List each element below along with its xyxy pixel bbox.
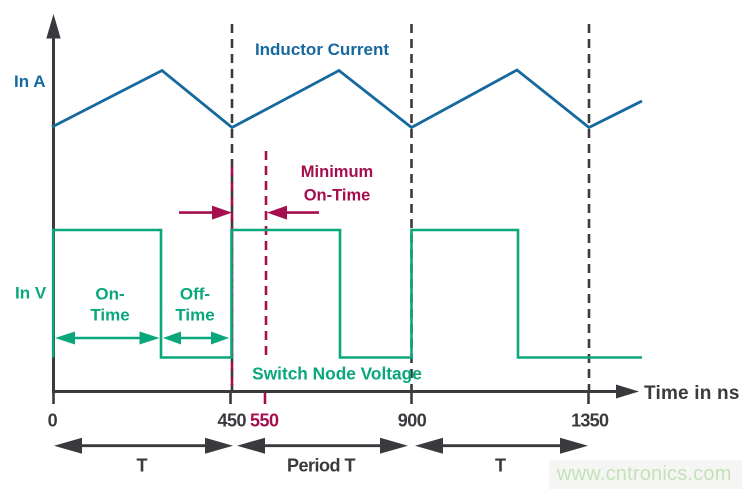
svg-text:T: T [137, 456, 148, 476]
svg-text:In V: In V [15, 284, 47, 303]
svg-text:0: 0 [48, 411, 58, 431]
svg-text:Time in ns: Time in ns [644, 383, 740, 404]
svg-text:Off-: Off- [180, 285, 210, 304]
svg-text:550: 550 [250, 411, 279, 431]
svg-text:On-Time: On-Time [304, 187, 371, 205]
svg-text:Period T: Period T [287, 456, 356, 476]
svg-text:In A: In A [14, 72, 45, 91]
svg-text:Minimum: Minimum [301, 163, 373, 181]
svg-text:On-: On- [95, 285, 124, 304]
svg-text:Inductor Current: Inductor Current [255, 40, 389, 59]
svg-text:T: T [495, 456, 506, 476]
svg-text:1350: 1350 [571, 411, 609, 431]
svg-text:www.cntronics.com: www.cntronics.com [556, 463, 732, 485]
svg-text:Switch Node Voltage: Switch Node Voltage [252, 364, 422, 384]
svg-text:450: 450 [218, 411, 247, 431]
svg-text:Time: Time [90, 306, 129, 325]
svg-text:900: 900 [398, 411, 427, 431]
svg-text:Time: Time [175, 306, 214, 325]
